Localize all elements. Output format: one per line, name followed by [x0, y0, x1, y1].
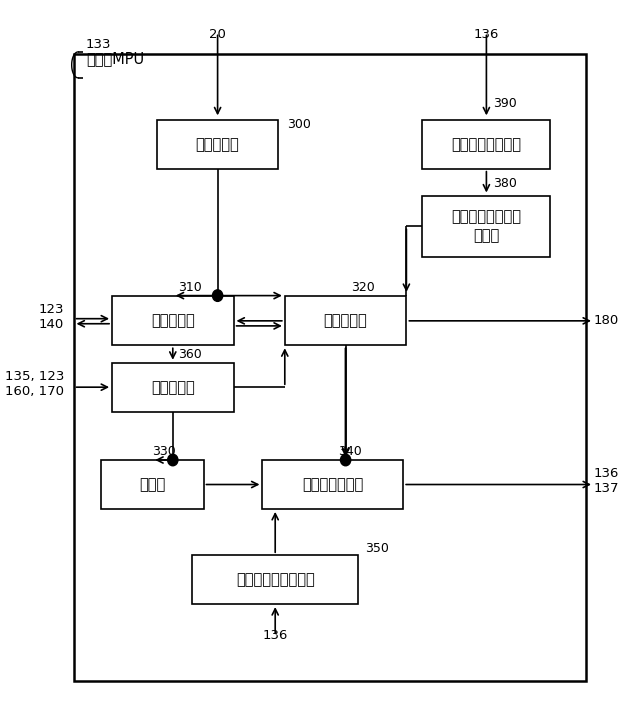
Text: 123
140: 123 140 — [38, 303, 64, 330]
Text: 136: 136 — [262, 629, 288, 642]
Circle shape — [212, 290, 223, 301]
Bar — [157, 120, 278, 169]
Text: 330: 330 — [152, 445, 176, 458]
Text: 133: 133 — [85, 38, 111, 51]
Text: 状態検出部: 状態検出部 — [196, 137, 239, 151]
Bar — [262, 460, 403, 509]
Text: 135, 123
160, 170: 135, 123 160, 170 — [4, 371, 64, 398]
Text: 警告指定情報取得部: 警告指定情報取得部 — [236, 572, 315, 587]
Bar — [285, 296, 406, 345]
Text: 390: 390 — [493, 97, 516, 110]
Bar — [192, 555, 358, 604]
Circle shape — [168, 454, 178, 466]
Text: 360: 360 — [178, 348, 202, 360]
Text: 300: 300 — [287, 118, 310, 131]
Bar — [112, 296, 234, 345]
Text: 撃像制御部: 撃像制御部 — [151, 314, 195, 328]
Text: 20: 20 — [209, 28, 226, 41]
Text: セキュリティ情報
生成部: セキュリティ情報 生成部 — [451, 209, 522, 244]
Text: 380: 380 — [493, 177, 516, 190]
Text: 可否判断部: 可否判断部 — [151, 380, 195, 394]
Text: 通知情報生成部: 通知情報生成部 — [302, 477, 364, 492]
Circle shape — [340, 454, 351, 466]
Bar — [74, 54, 586, 681]
Text: 350: 350 — [365, 542, 388, 555]
Text: 340: 340 — [338, 445, 362, 458]
Text: 計数部: 計数部 — [139, 477, 166, 492]
Text: 180: 180 — [594, 314, 619, 327]
Text: 320: 320 — [351, 281, 374, 294]
Text: 通信制御部: 通信制御部 — [324, 314, 367, 328]
Text: 310: 310 — [178, 281, 202, 294]
Text: カメラMPU: カメラMPU — [86, 51, 145, 66]
Bar — [101, 460, 204, 509]
Text: 136: 136 — [474, 28, 499, 41]
Text: 136
137: 136 137 — [594, 467, 620, 495]
Text: グループ名取得部: グループ名取得部 — [451, 137, 522, 151]
Bar — [422, 120, 550, 169]
Bar — [112, 363, 234, 412]
Bar — [422, 195, 550, 257]
